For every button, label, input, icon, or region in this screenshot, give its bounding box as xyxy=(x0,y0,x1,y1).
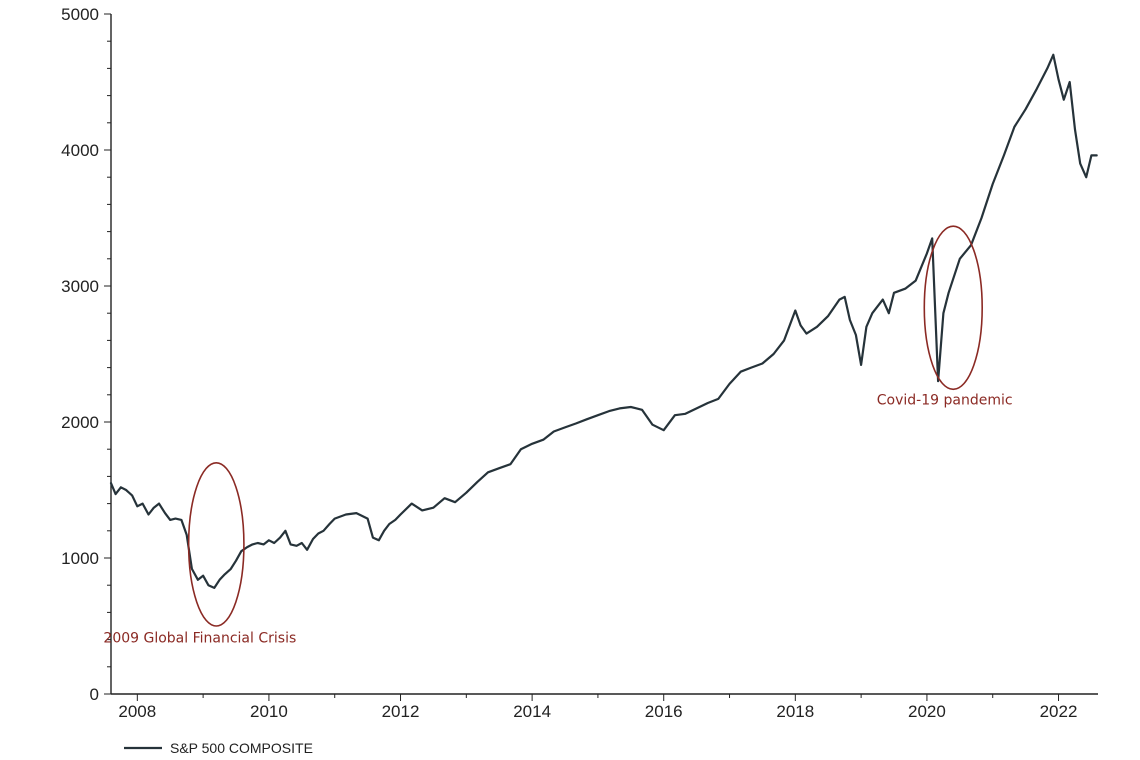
annotation-label: Covid-19 pandemic xyxy=(877,392,1013,408)
x-axis: 2008 2010 2012 2014 2016 2018 2020 2022 xyxy=(111,693,1098,721)
series-group xyxy=(109,53,1098,590)
annotation-label: 2009 Global Financial Crisis xyxy=(103,630,296,646)
y-tick-label: 4000 xyxy=(61,141,99,160)
legend-label: S&P 500 COMPOSITE xyxy=(170,740,313,756)
y-axis: 0 1000 2000 3000 4000 5000 xyxy=(61,5,112,704)
x-tick-label: 2018 xyxy=(776,702,814,721)
y-tick-label: 2000 xyxy=(61,413,99,432)
legend: S&P 500 COMPOSITE xyxy=(124,740,313,756)
annotation-ellipse xyxy=(187,462,245,627)
y-tick-label: 5000 xyxy=(61,5,99,24)
x-tick-label: 2016 xyxy=(645,702,683,721)
x-tick-label: 2008 xyxy=(118,702,156,721)
x-tick-label: 2010 xyxy=(250,702,288,721)
x-tick-label: 2012 xyxy=(382,702,420,721)
x-tick-label: 2014 xyxy=(513,702,551,721)
x-tick-label: 2022 xyxy=(1040,702,1078,721)
annotations-group: 2009 Global Financial Crisis Covid-19 pan… xyxy=(103,225,1013,646)
y-tick-label: 3000 xyxy=(61,277,99,296)
y-tick-label: 1000 xyxy=(61,549,99,568)
series-line-sp500 xyxy=(109,53,1098,590)
x-tick-label: 2020 xyxy=(908,702,946,721)
annotation-ellipse xyxy=(923,225,983,391)
y-tick-label: 0 xyxy=(90,685,99,704)
